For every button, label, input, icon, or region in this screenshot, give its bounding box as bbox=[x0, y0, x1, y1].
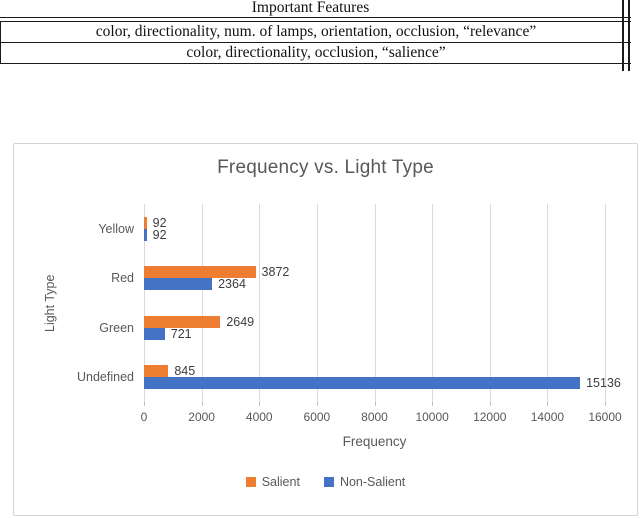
bar-value-label: 3872 bbox=[261, 265, 290, 280]
legend-item: Non-Salient bbox=[323, 475, 406, 489]
x-tick-label: 0 bbox=[140, 410, 148, 424]
gridline bbox=[259, 204, 261, 402]
bar-value-label: 845 bbox=[174, 364, 196, 379]
axis-tick bbox=[144, 402, 145, 406]
bar-salient bbox=[144, 315, 221, 328]
bar-non-salient bbox=[144, 228, 147, 241]
axis-tick bbox=[201, 402, 203, 406]
bar-salient bbox=[144, 266, 256, 279]
bar-non-salient bbox=[144, 327, 165, 340]
x-tick-label: 16000 bbox=[588, 410, 622, 424]
bar-value-label: 2364 bbox=[218, 277, 246, 292]
gridline bbox=[605, 204, 606, 402]
gridline bbox=[316, 204, 318, 402]
bar-value-label: 92 bbox=[152, 227, 167, 242]
legend-label: Non-Salient bbox=[339, 475, 406, 489]
important-features-table: Important Features color, directionality… bbox=[0, 0, 631, 71]
table-header-cell: Important Features bbox=[251, 0, 370, 16]
gridline bbox=[201, 204, 203, 402]
gridline bbox=[144, 204, 145, 402]
legend-swatch-non-salient bbox=[323, 477, 334, 487]
legend-swatch-salient bbox=[245, 477, 256, 487]
category-label: Yellow bbox=[98, 221, 134, 236]
table-double-rule bbox=[0, 17, 631, 22]
table-body: color, directionality, num. of lamps, or… bbox=[0, 22, 631, 64]
x-tick-label: 12000 bbox=[473, 410, 507, 424]
table-rule bbox=[1, 63, 631, 64]
x-tick-label: 4000 bbox=[245, 410, 273, 424]
legend-label: Salient bbox=[261, 475, 300, 489]
chart-legend: Salient Non-Salient bbox=[14, 475, 637, 489]
axis-tick bbox=[316, 402, 318, 406]
axis-tick bbox=[605, 402, 606, 406]
x-tick-label: 14000 bbox=[530, 410, 565, 424]
x-tick-label: 10000 bbox=[415, 410, 449, 424]
x-axis-label: Frequency bbox=[342, 434, 407, 449]
axis-tick bbox=[432, 402, 434, 406]
table-right-border-outer bbox=[628, 0, 630, 71]
bar-value-label: 92 bbox=[152, 215, 167, 230]
axis-tick bbox=[489, 402, 491, 406]
gridline bbox=[547, 204, 549, 402]
gridline bbox=[489, 204, 491, 402]
table-row: color, directionality, num. of lamps, or… bbox=[95, 23, 537, 40]
table-row: color, directionality, occlusion, “salie… bbox=[186, 44, 446, 61]
bar-non-salient bbox=[144, 278, 213, 291]
bar-salient bbox=[144, 216, 147, 229]
category-label: Undefined bbox=[77, 370, 134, 385]
axis-tick bbox=[259, 402, 261, 406]
bar-non-salient bbox=[144, 377, 581, 390]
gridline bbox=[374, 204, 376, 402]
table-rule bbox=[1, 42, 631, 43]
frequency-chart: Frequency vs. Light Type Light Type 92 92… bbox=[13, 143, 638, 516]
x-tick-label: 6000 bbox=[303, 410, 331, 424]
axis-tick bbox=[374, 402, 376, 406]
table-right-border-inner bbox=[622, 0, 624, 71]
axis-tick bbox=[547, 402, 549, 406]
bar-salient bbox=[144, 365, 169, 378]
x-tick-label: 2000 bbox=[188, 410, 215, 424]
category-label: Red bbox=[111, 271, 134, 286]
bar-value-label: 2649 bbox=[226, 314, 255, 329]
legend-item: Salient bbox=[245, 475, 300, 489]
x-tick-label: 8000 bbox=[361, 410, 388, 424]
chart-title: Frequency vs. Light Type bbox=[217, 157, 434, 178]
gridline bbox=[432, 204, 434, 402]
category-label: Green bbox=[99, 320, 134, 335]
bar-value-label: 15136 bbox=[586, 376, 621, 391]
bar-value-label: 721 bbox=[170, 326, 192, 341]
plot-area: 92 92 3872 2364 2649 721 845 15136 bbox=[144, 204, 621, 406]
